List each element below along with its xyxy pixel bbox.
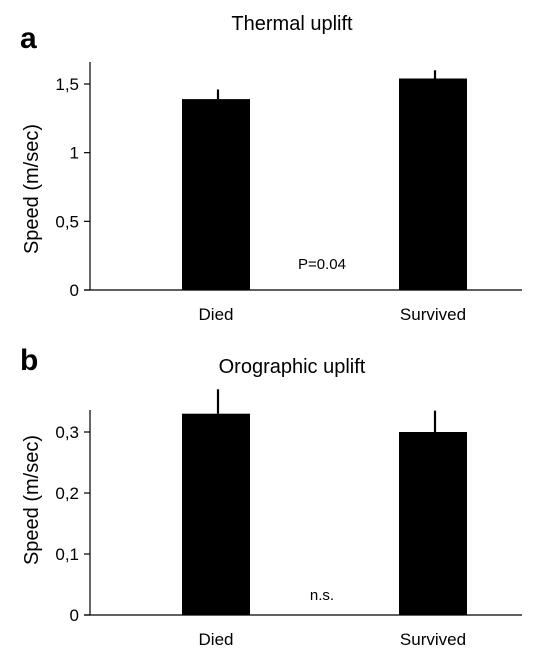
panel-a-title: Thermal uplift (231, 13, 353, 35)
panel-b-y-tick-label: 0,2 (55, 484, 79, 503)
panel-a-y-tick-label: 1 (70, 144, 79, 163)
panel-b-letter: b (20, 344, 38, 377)
panel-b-title: Orographic uplift (219, 356, 366, 378)
panel-b-bar-died (182, 413, 250, 615)
panel-a-y-tick-label: 1,5 (55, 75, 79, 94)
panel-b-y-tick-label: 0,1 (55, 545, 79, 564)
panel-a-plot-area: 0 0,5 1 1,5 Died Survived (55, 62, 522, 324)
panel-b: b Orographic uplift Speed (m/sec) 0 0,1 0,… (20, 344, 522, 649)
panel-a-y-tick-label: 0,5 (55, 212, 79, 231)
panel-a-p-value-annotation: P=0.04 (298, 256, 346, 273)
panel-a-y-axis-label: Speed (m/sec) (21, 124, 43, 254)
panel-b-y-tick-label: 0 (70, 606, 79, 625)
panel-a-y-tick-label: 0 (70, 281, 79, 300)
panel-b-bar-survived (399, 432, 467, 615)
panel-b-category-label-survived: Survived (400, 630, 466, 649)
panel-a-category-label-survived: Survived (400, 305, 466, 324)
panel-b-y-tick-label: 0,3 (55, 423, 79, 442)
panel-a: a Thermal uplift Speed (m/sec) 0 0,5 1 1,5 D… (20, 13, 522, 324)
panel-b-plot-area: 0 0,1 0,2 0,3 Died Survived (55, 389, 522, 649)
panel-b-category-label-died: Died (199, 630, 234, 649)
panel-a-bar-survived (399, 78, 467, 290)
panel-b-y-axis-label: Speed (m/sec) (21, 435, 43, 565)
panel-a-letter: a (20, 22, 37, 55)
panel-a-category-label-died: Died (199, 305, 234, 324)
panel-b-significance-annotation: n.s. (310, 587, 334, 604)
panel-a-bar-died (182, 99, 250, 291)
